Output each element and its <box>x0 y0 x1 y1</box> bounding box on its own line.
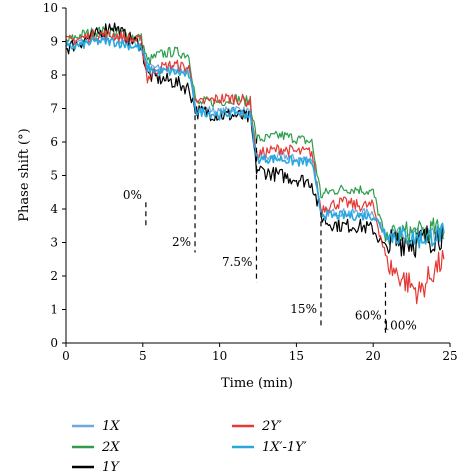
legend-label: 2Y′ <box>261 419 282 434</box>
x-tick-label: 10 <box>212 349 227 363</box>
legend-label: 1Y <box>102 460 120 474</box>
x-tick-label: 0 <box>62 349 70 363</box>
legend-label: 1X′-1Y′ <box>262 440 307 455</box>
y-tick-label: 1 <box>50 303 58 317</box>
legend-label: 1X <box>102 419 120 434</box>
y-tick-label: 4 <box>50 202 58 216</box>
concentration-annotation: 60% <box>355 309 382 323</box>
legend: 1X 2X 1Y 2Y′ 1X′-1Y′ <box>72 419 307 474</box>
x-tick-label: 5 <box>139 349 147 363</box>
marker-layer <box>145 115 387 333</box>
series-line-4 <box>65 29 445 305</box>
y-tick-label: 10 <box>43 1 58 15</box>
x-axis-label: Time (min) <box>221 376 293 391</box>
legend-label: 2X <box>101 440 120 455</box>
concentration-annotation: 100% <box>383 319 417 333</box>
series-line-5 <box>65 36 445 249</box>
y-tick-label: 2 <box>50 269 58 283</box>
x-tick-label: 15 <box>289 349 304 363</box>
x-tick-label: 20 <box>366 349 381 363</box>
y-axis-label: Phase shift (°) <box>17 128 32 221</box>
concentration-annotation: 7.5% <box>222 255 253 269</box>
y-tick-label: 6 <box>50 135 58 149</box>
series-layer <box>65 22 445 305</box>
y-tick-label: 9 <box>50 35 58 49</box>
concentration-annotation: 2% <box>172 235 191 249</box>
x-tick-label: 25 <box>442 349 457 363</box>
axes: 0 5 10 15 20 25 0 1 2 3 4 5 6 7 8 9 10 <box>43 1 458 363</box>
y-tick-label: 7 <box>50 102 58 116</box>
y-tick-label: 3 <box>50 236 58 250</box>
y-tick-label: 0 <box>50 336 58 350</box>
plot-area: 0% 2% 7.5% 15% 60%100% <box>65 22 445 333</box>
annotation-layer: 0% 2% 7.5% 15% 60%100% <box>123 188 417 333</box>
series-line-2 <box>65 26 445 246</box>
y-tick-label: 5 <box>50 169 58 183</box>
concentration-annotation: 15% <box>290 302 317 316</box>
concentration-annotation: 0% <box>123 188 142 202</box>
y-tick-label: 8 <box>50 68 58 82</box>
